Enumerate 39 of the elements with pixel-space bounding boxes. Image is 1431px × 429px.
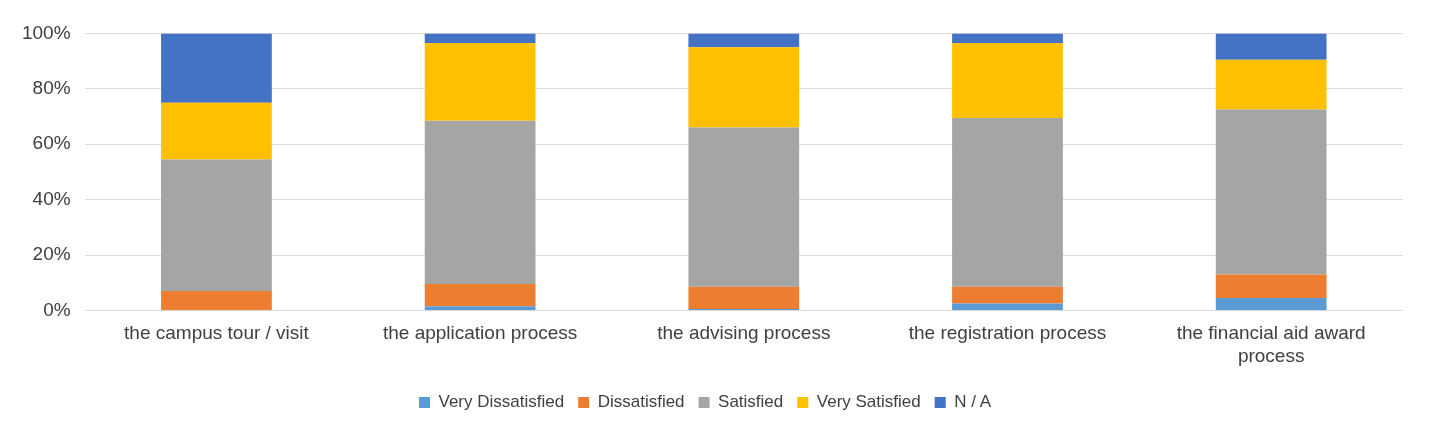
- bar: [424, 284, 536, 307]
- bar: [161, 102, 272, 160]
- bar: [161, 291, 272, 310]
- legend-label: Very Satisfied: [816, 392, 921, 412]
- x-tick-label: the advising process: [657, 322, 831, 344]
- x-tick-label: the registration process: [908, 322, 1107, 344]
- y-tick-label: 0%: [43, 298, 71, 320]
- bar: [161, 33, 272, 103]
- bar: [424, 43, 536, 121]
- bar: [1215, 109, 1327, 275]
- x-tick-label: the financial aid award process: [1176, 322, 1366, 366]
- bar: [952, 43, 1063, 118]
- bar: [1215, 33, 1327, 60]
- bar: [688, 127, 800, 287]
- bar: [424, 306, 536, 310]
- bar: [1215, 59, 1327, 110]
- y-tick-label: 80%: [32, 77, 71, 99]
- bar: [424, 120, 536, 285]
- bar: [952, 117, 1063, 287]
- bar: [952, 303, 1063, 310]
- legend-label: Satisfied: [718, 392, 784, 412]
- bar: [161, 159, 272, 292]
- y-tick-label: 20%: [32, 243, 71, 265]
- legend-label: Very Dissatisfied: [438, 392, 565, 412]
- x-tick-label: the application process: [382, 322, 578, 344]
- y-tick-label: 60%: [32, 132, 71, 154]
- bar: [688, 33, 800, 48]
- y-tick-label: 100%: [21, 21, 71, 43]
- legend-label: Dissatisfied: [597, 392, 685, 412]
- bar: [952, 286, 1063, 304]
- bar: [424, 33, 536, 44]
- legend-label: N / A: [954, 392, 992, 412]
- bar: [688, 47, 800, 128]
- bar: [1215, 297, 1327, 310]
- bar: [688, 286, 800, 310]
- bar: [1215, 274, 1327, 298]
- y-tick-label: 40%: [32, 187, 71, 209]
- bar: [952, 33, 1063, 44]
- x-tick-label: the campus tour / visit: [124, 322, 310, 344]
